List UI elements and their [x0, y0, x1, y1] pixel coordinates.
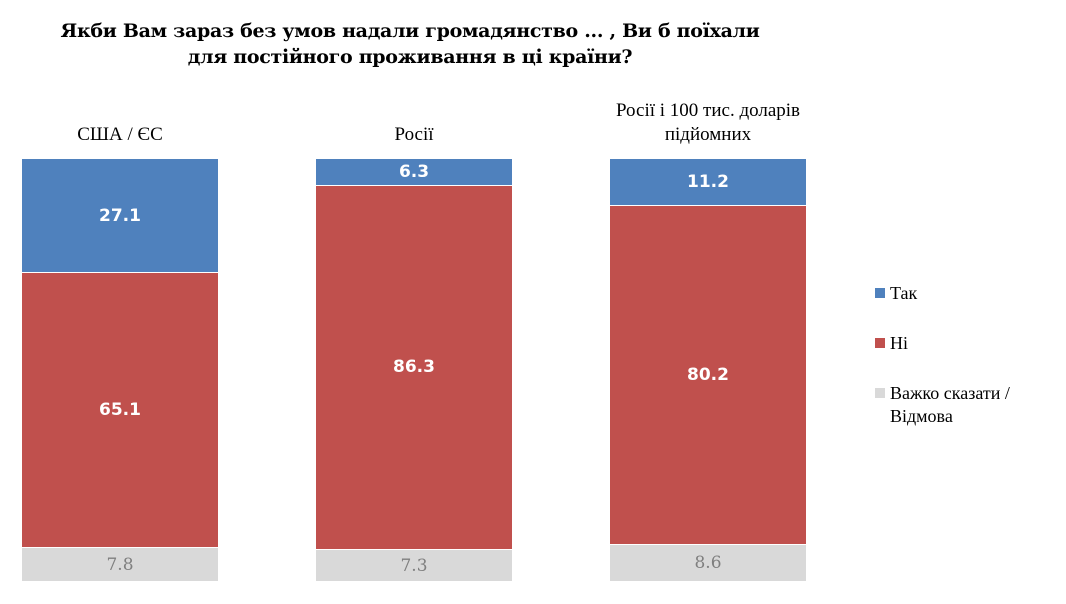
data-label: 80.2: [687, 364, 729, 385]
legend-item: Важко сказати / Відмова: [875, 382, 1010, 428]
chart-title: Якби Вам зараз без умов надали громадянс…: [0, 18, 820, 70]
category-label: США / ЄС: [77, 124, 163, 145]
legend-swatch: [875, 338, 885, 348]
legend-label: Важко сказати /: [890, 383, 1010, 403]
data-label: 11.2: [687, 172, 729, 193]
bar-segment: 7.8: [22, 548, 218, 581]
legend-swatch: [875, 288, 885, 298]
data-label: 7.3: [400, 555, 428, 576]
chart-title-line: Якби Вам зараз без умов надали громадянс…: [60, 20, 760, 42]
data-label: 27.1: [99, 205, 141, 226]
bar-segment: 11.2: [610, 159, 806, 207]
legend-label: Так: [890, 283, 918, 303]
legend-item: Так: [875, 282, 917, 305]
bar-segment: 27.1: [22, 159, 218, 274]
bar-segment: 80.2: [610, 206, 806, 545]
data-label: 86.3: [393, 357, 435, 378]
bar-segment: 65.1: [22, 273, 218, 549]
bar-segment: 6.3: [316, 159, 512, 186]
legend-label: Ні: [890, 333, 908, 353]
chart-title-line: для постійного проживання в ці країни?: [187, 46, 633, 68]
data-label: 8.6: [694, 552, 722, 573]
bar-segment: 86.3: [316, 185, 512, 551]
legend-swatch: [875, 388, 885, 398]
category-label: Росії: [394, 124, 434, 145]
bar-segment: 8.6: [610, 544, 806, 581]
bar-segment: 7.3: [316, 550, 512, 581]
legend-item: Ні: [875, 332, 908, 355]
category-label: Росії і 100 тис. доларів підйомних: [615, 100, 801, 145]
data-label: 65.1: [99, 400, 141, 421]
legend-label: Відмова: [890, 406, 953, 426]
data-label: 6.3: [398, 161, 430, 182]
data-label: 7.8: [106, 554, 134, 575]
